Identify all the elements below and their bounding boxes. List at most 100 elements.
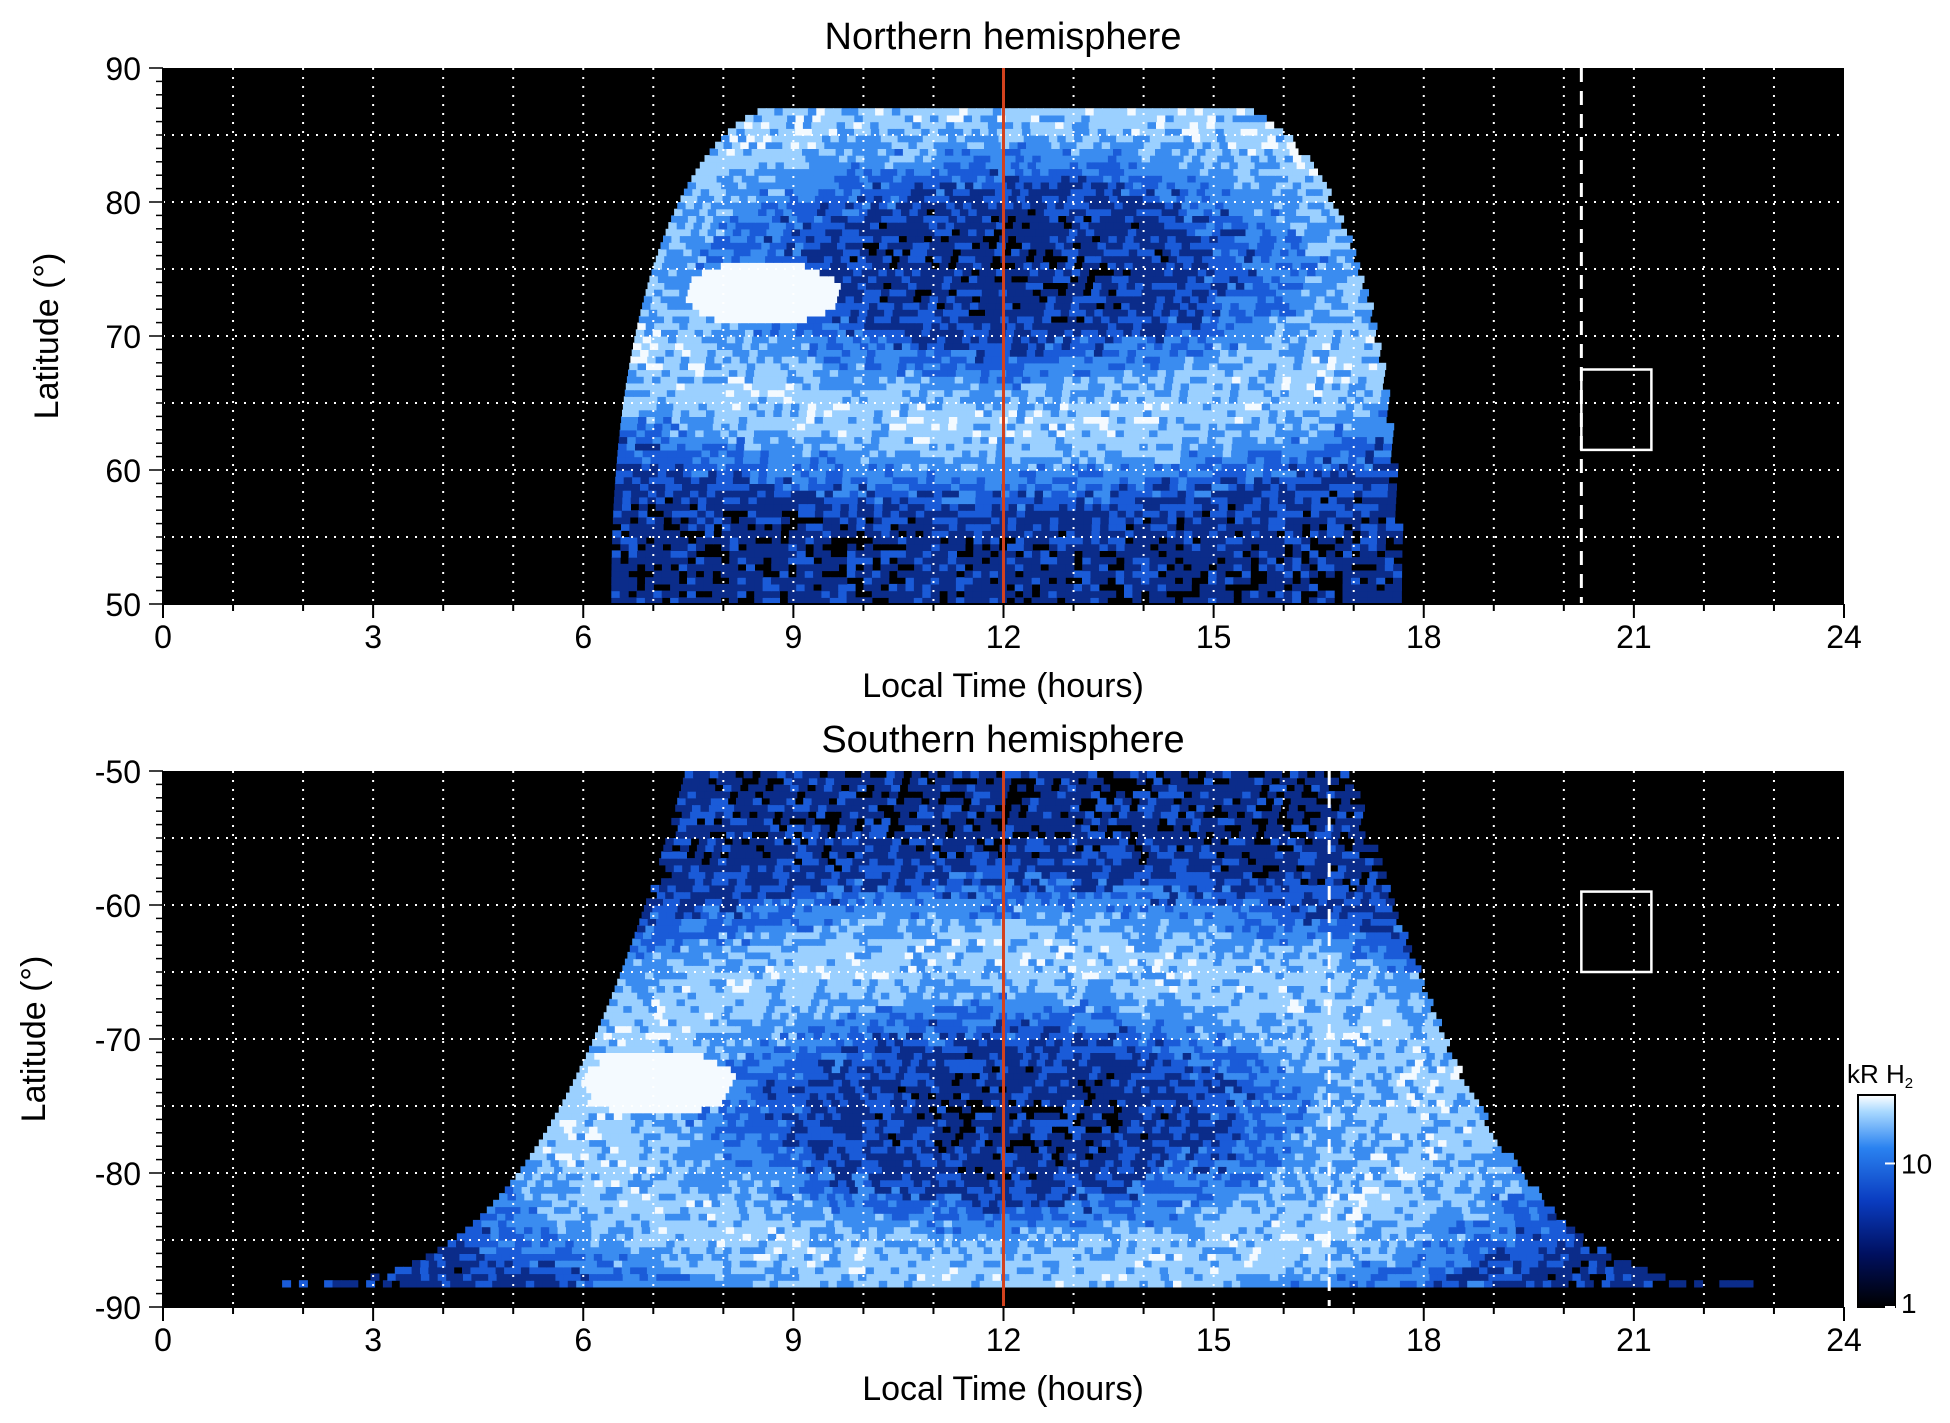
- north-emission-cell: [1294, 282, 1304, 290]
- north-emission-cell: [1122, 222, 1132, 230]
- north-emission-cell: [1273, 443, 1283, 451]
- north-emission-cell: [1208, 557, 1218, 565]
- north-emission-cell: [1326, 289, 1336, 297]
- north-emission-cell: [1370, 403, 1380, 411]
- north-emission-cell: [869, 302, 878, 310]
- north-emission-cell: [1049, 543, 1058, 551]
- north-emission-cell: [1319, 510, 1329, 518]
- north-emission-cell: [894, 382, 904, 391]
- north-emission-cell: [1056, 583, 1066, 592]
- north-emission-cell: [1128, 470, 1138, 478]
- north-emission-cell: [1386, 516, 1396, 525]
- north-emission-cell: [674, 248, 684, 257]
- north-emission-cell: [681, 255, 690, 263]
- north-emission-cell: [1112, 248, 1121, 257]
- north-emission-cell: [1082, 563, 1092, 572]
- north-emission-cell: [725, 470, 734, 478]
- north-emission-cell: [1149, 590, 1159, 598]
- north-emission-cell: [1329, 396, 1339, 404]
- north-emission-cell: [821, 583, 831, 592]
- north-emission-cell: [1021, 242, 1031, 250]
- north-emission-cell: [1178, 309, 1188, 317]
- north-emission-cell: [903, 336, 913, 344]
- north-emission-cell: [1002, 396, 1011, 404]
- north-emission-cell: [1328, 356, 1337, 364]
- north-emission-cell: [704, 215, 714, 223]
- north-emission-cell: [707, 309, 717, 317]
- north-emission-cell: [967, 490, 977, 498]
- north-emission-cell: [691, 463, 701, 471]
- north-emission-cell: [804, 570, 814, 578]
- north-emission-cell: [728, 329, 738, 337]
- north-emission-cell: [819, 449, 829, 458]
- north-emission-cell: [1044, 275, 1054, 283]
- north-emission-cell: [696, 423, 705, 431]
- north-emission-cell: [1014, 597, 1024, 604]
- north-emission-cell: [836, 443, 846, 451]
- north-emission-cell: [869, 456, 878, 464]
- north-emission-cell: [897, 322, 907, 330]
- north-emission-cell: [923, 516, 933, 525]
- north-emission-cell: [1238, 248, 1247, 257]
- north-emission-cell: [1116, 235, 1126, 243]
- north-emission-cell: [1143, 356, 1153, 364]
- north-emission-cell: [872, 550, 882, 558]
- north-emission-cell: [1034, 403, 1044, 411]
- north-emission-cell: [990, 322, 1000, 330]
- north-emission-cell: [977, 275, 987, 283]
- north-emission-cell: [688, 416, 698, 424]
- north-emission-cell: [1040, 322, 1050, 330]
- north-emission-cell: [692, 302, 702, 310]
- north-emission-cell: [1354, 483, 1364, 491]
- north-emission-cell: [867, 228, 877, 237]
- north-emission-cell: [1156, 436, 1166, 444]
- north-emission-cell: [891, 403, 901, 411]
- north-emission-cell: [940, 362, 950, 371]
- north-emission-cell: [1235, 510, 1245, 518]
- north-emission-cell: [1215, 329, 1225, 337]
- north-emission-cell: [988, 436, 998, 444]
- north-emission-cell: [1023, 550, 1033, 558]
- north-emission-cell: [639, 490, 649, 498]
- north-emission-cell: [1381, 463, 1391, 471]
- north-emission-cell: [990, 523, 1000, 531]
- north-emission-cell: [770, 429, 780, 438]
- north-emission-cell: [1058, 516, 1068, 525]
- north-emission-cell: [714, 195, 724, 203]
- north-emission-cell: [1333, 295, 1342, 304]
- north-emission-cell: [828, 242, 838, 250]
- north-emission-cell: [750, 463, 760, 471]
- north-emission-cell: [701, 382, 711, 391]
- north-emission-cell: [644, 369, 654, 377]
- north-emission-cell: [644, 597, 654, 604]
- north-emission-cell: [1035, 476, 1045, 484]
- north-emission-cell: [917, 309, 927, 317]
- north-emission-cell: [1292, 550, 1302, 558]
- north-emission-cell: [777, 449, 787, 458]
- north-emission-cell: [1296, 476, 1306, 484]
- north-emission-cell: [1059, 490, 1069, 498]
- north-emission-cell: [873, 235, 883, 243]
- north-emission-cell: [1003, 456, 1013, 464]
- north-emission-cell: [857, 503, 867, 511]
- north-emission-cell: [1309, 322, 1319, 330]
- north-emission-cell: [1056, 577, 1066, 585]
- north-emission-cell: [941, 496, 951, 505]
- north-emission-cell: [1166, 557, 1176, 565]
- north-emission-cell: [759, 342, 768, 350]
- north-emission-cell: [1212, 476, 1221, 484]
- north-emission-cell: [906, 215, 916, 223]
- north-emission-cell: [1358, 329, 1368, 337]
- north-emission-cell: [1065, 543, 1075, 551]
- north-emission-cell: [941, 409, 951, 417]
- north-emission-cell: [968, 470, 978, 478]
- north-emission-cell: [914, 570, 923, 578]
- north-emission-cell: [1234, 235, 1244, 243]
- north-emission-cell: [1250, 590, 1260, 598]
- north-emission-cell: [809, 463, 819, 471]
- north-emission-cell: [1241, 570, 1251, 578]
- north-emission-cell: [1166, 597, 1175, 604]
- north-emission-cell: [1001, 309, 1011, 317]
- north-emission-cell: [1031, 369, 1041, 377]
- north-emission-cell: [658, 389, 668, 397]
